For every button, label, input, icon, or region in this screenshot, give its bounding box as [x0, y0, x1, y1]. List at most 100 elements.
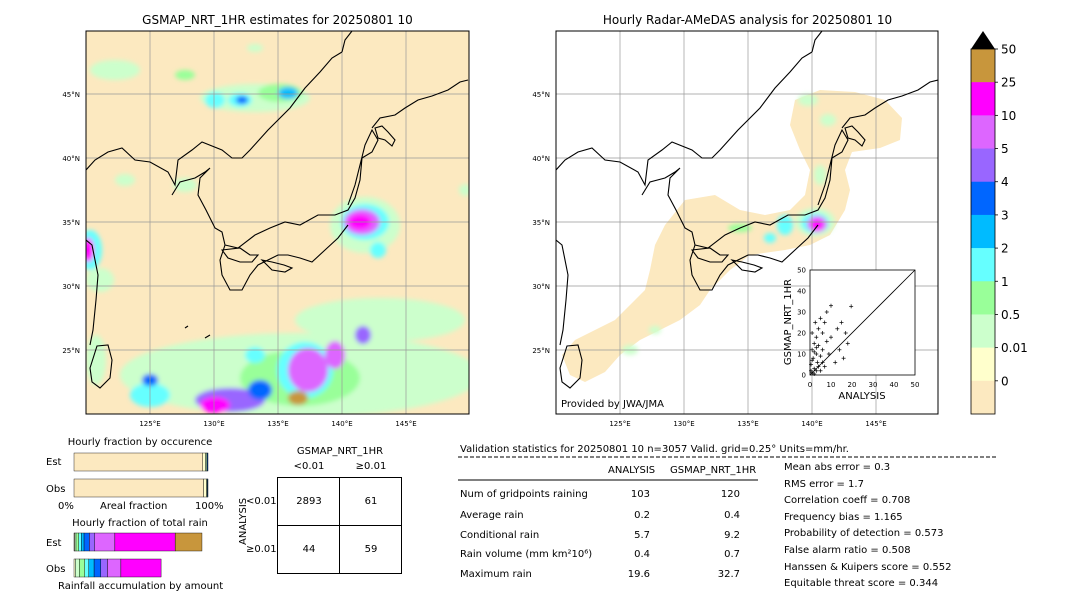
validation-row-analysis: 19.6	[627, 569, 650, 580]
colorbar-label: 5	[1001, 142, 1009, 156]
stacked-bar-segment	[174, 532, 203, 552]
colorbar-segment	[971, 214, 995, 249]
contingency-row-label: <0.01	[246, 496, 277, 507]
contingency-cell: 61	[364, 496, 378, 507]
colorbar-segment	[971, 181, 995, 216]
scatter-ticks: 0 10 20 30 40 50 0 10 20 30 40 50	[797, 267, 919, 390]
scatter-x-tick: 0	[808, 381, 812, 389]
stacked-bar-segment	[75, 558, 80, 578]
right-lon-label: 130°E	[673, 420, 694, 428]
occurrence-chart	[73, 452, 209, 498]
stacked-bar-segment	[107, 558, 122, 578]
scatter-ylabel: GSMAP_NRT_1HR	[783, 279, 794, 365]
scatter-point	[813, 320, 818, 325]
right-lon-label: 140°E	[801, 420, 822, 428]
colorbar-segment	[971, 314, 995, 348]
scatter-point	[824, 339, 829, 344]
right-map-frame	[555, 30, 939, 415]
stacked-bar-segment	[89, 532, 95, 552]
scatter-y-tick: 0	[802, 372, 806, 380]
scatter-point	[810, 370, 815, 375]
scatter-x-tick: 30	[869, 381, 878, 389]
stacked-bar-segment	[79, 558, 85, 578]
colorbar-segment	[971, 347, 995, 382]
scatter-point	[814, 345, 819, 350]
scatter-point	[822, 364, 827, 369]
scatter-point	[814, 368, 819, 373]
left-lat-label: 30°N	[62, 283, 80, 291]
validation-row-analysis: 0.4	[634, 549, 650, 560]
stacked-bar-segment	[93, 558, 102, 578]
scatter-point	[818, 316, 823, 321]
validation-score: Correlation coeff = 0.708	[784, 495, 911, 507]
scatter-point	[820, 347, 825, 352]
right-lat-label: 35°N	[532, 219, 550, 227]
scatter-point	[814, 352, 819, 356]
right-lat-label: 25°N	[532, 347, 550, 355]
occurrence-label-obs: Obs	[46, 484, 66, 495]
stacked-bar-segment	[100, 558, 108, 578]
colorbar-segment	[971, 148, 995, 183]
scatter-xlabel: ANALYSIS	[838, 391, 885, 402]
right-lat-label: 30°N	[532, 283, 550, 291]
scatter-diagonal	[809, 269, 916, 376]
contingency-row-label: ≥0.01	[246, 544, 277, 555]
colorbar-segment	[971, 248, 995, 282]
scatter-point	[809, 362, 814, 367]
scatter-point	[849, 304, 854, 309]
radar-credit: Provided by JWA/JMA	[561, 399, 664, 410]
scatter-point	[818, 354, 823, 359]
colorbar-label: 1	[1001, 275, 1009, 289]
validation-row-label: Average rain	[460, 510, 524, 521]
validation-row-label: Maximum rain	[460, 569, 532, 580]
stacked-bar-segment	[73, 478, 204, 498]
validation-row-gsmap: 32.7	[717, 569, 740, 580]
scatter-x-tick: 50	[911, 381, 920, 389]
left-lon-label: 135°E	[267, 420, 288, 428]
scatter-point	[812, 341, 817, 346]
stacked-bar-segment	[207, 452, 209, 472]
left-lat-label: 40°N	[62, 155, 80, 163]
colorbar-frame	[970, 48, 996, 415]
validation-score: RMS error = 1.7	[784, 478, 864, 490]
scatter-point	[814, 335, 819, 340]
validation-row-analysis: 5.7	[634, 530, 650, 541]
validation-row-gsmap: 9.2	[724, 530, 740, 541]
right-lat-label: 40°N	[532, 155, 550, 163]
validation-score: Equitable threat score = 0.344	[784, 578, 939, 590]
validation-row-gsmap: 120	[720, 489, 740, 500]
scatter-point	[810, 331, 815, 335]
colorbar-segment	[971, 49, 995, 83]
colorbar-segment	[971, 281, 995, 315]
validation-score: Probability of detection = 0.573	[784, 528, 944, 540]
scatter-y-tick: 50	[797, 267, 806, 275]
right-map-gridlines	[556, 31, 938, 414]
stacked-bar-segment	[88, 558, 95, 578]
stacked-bar-segment	[81, 532, 85, 552]
scatter-point	[812, 371, 817, 376]
stacked-bar-segment	[73, 452, 203, 472]
scatter-y-tick: 40	[797, 288, 806, 296]
scatter-point	[839, 320, 844, 325]
occurrence-tick-right: 100%	[195, 501, 224, 512]
occurrence-label-est: Est	[46, 457, 62, 468]
left-lon-label: 140°E	[331, 420, 352, 428]
stacked-bar-segment	[73, 558, 76, 578]
stacked-bar-segment	[120, 558, 162, 578]
left-lat-label: 35°N	[62, 219, 80, 227]
total-rain-label-est: Est	[46, 538, 62, 549]
stacked-bar-segment	[84, 558, 89, 578]
colorbar-label: 3	[1001, 208, 1009, 222]
validation-score: False alarm ratio = 0.508	[784, 545, 911, 556]
total-rain-xlabel: Rainfall accumulation by amount	[58, 581, 224, 592]
colorbar: 50 25 10 5 4 3 2 1 0.5 0.01 0	[970, 31, 1028, 415]
scatter-point	[820, 360, 825, 365]
contingency-cell: 2893	[296, 496, 322, 507]
left-map-title: GSMAP_NRT_1HR estimates for 20250801 10	[142, 13, 413, 27]
colorbar-label: 4	[1001, 175, 1009, 189]
stacked-bar-segment	[94, 532, 116, 552]
scatter-point	[833, 360, 838, 365]
scatter-point	[810, 347, 815, 352]
scatter-point	[835, 326, 840, 331]
validation-score: Frequency bias = 1.165	[784, 511, 903, 523]
